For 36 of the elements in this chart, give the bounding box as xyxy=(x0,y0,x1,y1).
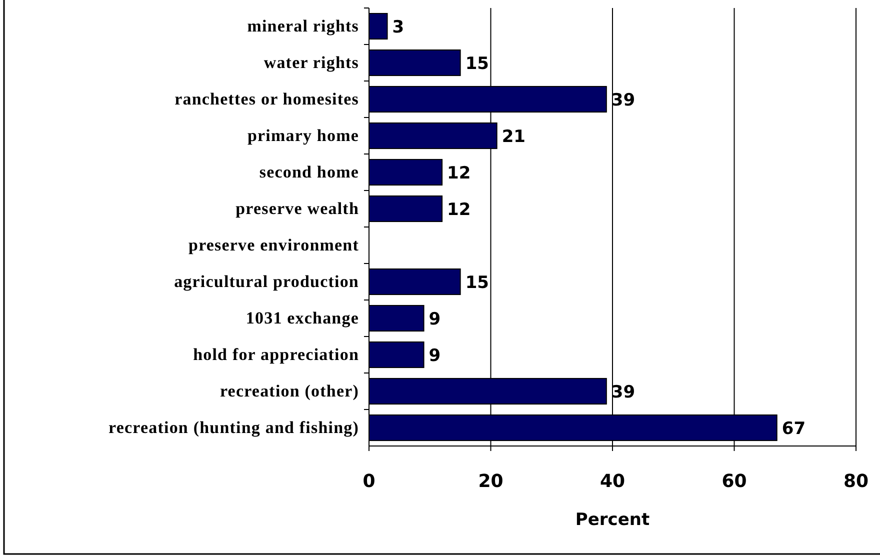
data-label: 67 xyxy=(782,418,806,439)
x-tick-label: 20 xyxy=(478,471,504,492)
data-label: 9 xyxy=(428,346,441,366)
bar xyxy=(368,195,443,222)
bar xyxy=(368,341,424,368)
x-tick-label: 0 xyxy=(362,471,376,492)
data-label: 39 xyxy=(611,90,636,110)
x-tick-label: 60 xyxy=(722,471,747,492)
y-tick-label: mineral rights xyxy=(247,16,359,36)
data-label: 15 xyxy=(465,272,489,293)
x-tick-label: 40 xyxy=(600,471,626,492)
bar xyxy=(368,158,443,186)
y-tick-label: agricultural production xyxy=(174,272,359,291)
y-tick-label: preserve environment xyxy=(188,235,359,254)
bar xyxy=(368,268,461,296)
data-label: 9 xyxy=(428,309,441,330)
x-tick-label: 80 xyxy=(843,471,869,492)
data-label: 12 xyxy=(447,200,471,220)
y-tick-label: preserve wealth xyxy=(236,198,359,218)
y-tick-label: recreation (hunting and fishing) xyxy=(108,418,359,437)
y-tick-label: second home xyxy=(259,162,359,182)
bar xyxy=(368,12,388,40)
data-label: 3 xyxy=(392,17,404,38)
data-label: 21 xyxy=(502,126,526,147)
x-axis-title: Percent xyxy=(575,510,650,530)
data-label: 15 xyxy=(465,54,489,74)
y-tick-label: 1031 exchange xyxy=(246,308,359,328)
data-label: 39 xyxy=(611,382,636,402)
y-tick-label: ranchettes or homesites xyxy=(174,89,359,108)
data-label: 12 xyxy=(447,163,471,184)
y-tick-label: hold for appreciation xyxy=(193,344,359,364)
bar xyxy=(368,49,461,76)
bar xyxy=(368,304,424,332)
y-tick-label: primary home xyxy=(247,126,359,145)
y-tick-label: water rights xyxy=(264,52,359,72)
y-tick-label: recreation (other) xyxy=(220,381,359,400)
